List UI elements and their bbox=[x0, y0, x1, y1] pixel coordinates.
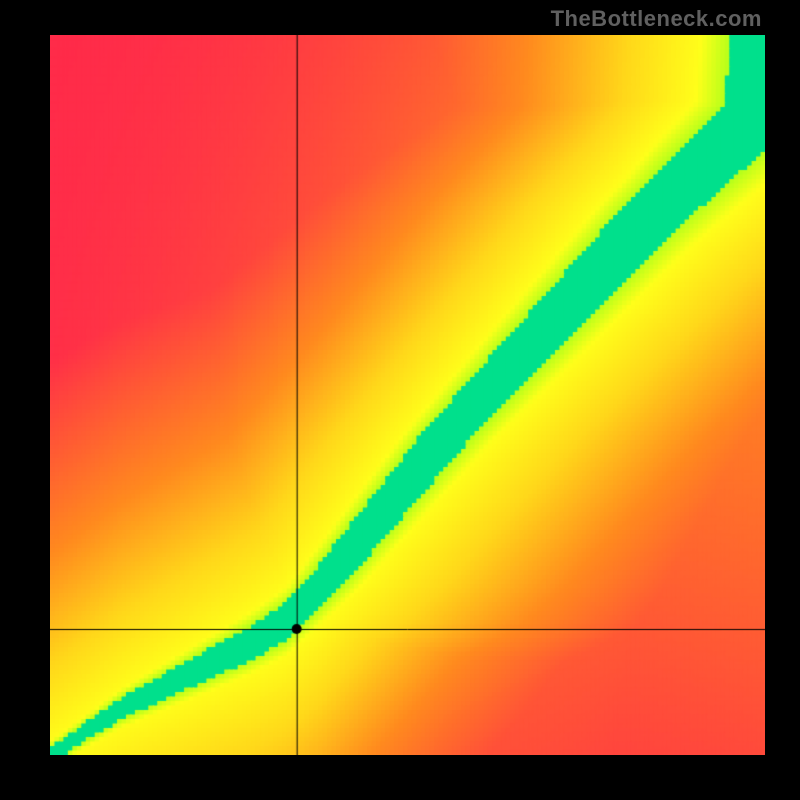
heatmap-canvas bbox=[50, 35, 765, 755]
bottleneck-heatmap bbox=[50, 35, 765, 755]
watermark: TheBottleneck.com bbox=[551, 6, 762, 32]
